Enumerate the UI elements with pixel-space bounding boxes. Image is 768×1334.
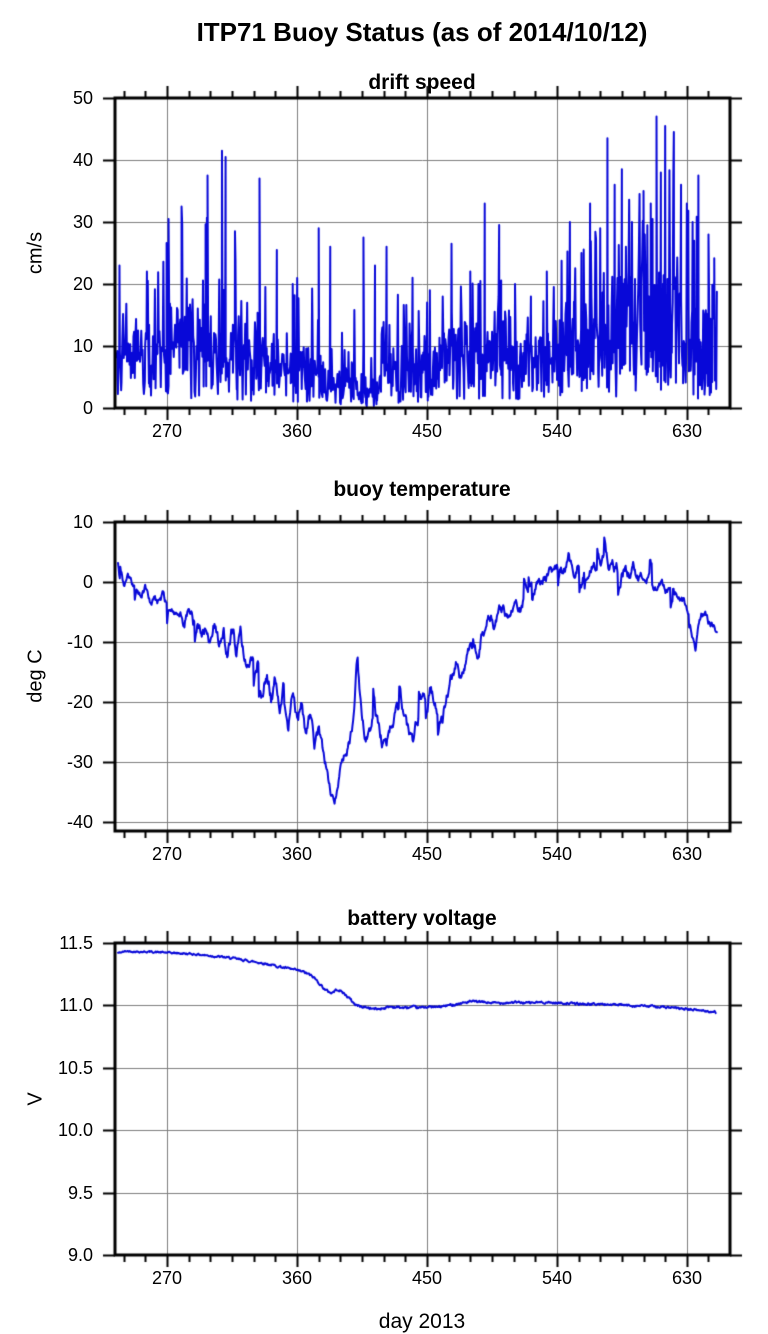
panel-title-battery-voltage: battery voltage <box>347 907 497 930</box>
x-tick-label: 270 <box>151 421 183 441</box>
x-axis-label: day 2013 <box>378 1310 466 1333</box>
x-tick-label: 540 <box>541 844 573 864</box>
x-tick-label: 630 <box>671 1268 703 1288</box>
y-tick-label: -10 <box>66 632 93 652</box>
x-tick-label: 540 <box>541 1268 573 1288</box>
y-tick-label: 50 <box>72 88 93 108</box>
y-tick-label: 10 <box>72 512 93 532</box>
y-tick-label: 9.0 <box>67 1245 93 1265</box>
y-tick-label: 0 <box>82 398 93 418</box>
y-tick-label: 11.5 <box>59 933 93 953</box>
y-tick-label: 11.0 <box>59 995 93 1015</box>
x-tick-label: 360 <box>281 844 313 864</box>
y-tick-label: 40 <box>72 150 93 170</box>
panel-title-buoy-temperature: buoy temperature <box>333 478 511 501</box>
x-tick-label: 540 <box>541 421 573 441</box>
y-tick-label: 10.5 <box>57 1058 93 1078</box>
x-tick-label: 450 <box>411 1268 443 1288</box>
x-tick-label: 450 <box>411 421 443 441</box>
y-tick-label: 0 <box>82 572 93 592</box>
y-tick-label: -30 <box>66 752 93 772</box>
panel-title-drift-speed: drift speed <box>368 71 476 94</box>
x-tick-label: 630 <box>671 844 703 864</box>
y-axis-label-drift-speed: cm/s <box>24 231 47 275</box>
x-tick-label: 270 <box>151 844 183 864</box>
y-tick-label: -20 <box>66 692 93 712</box>
x-tick-label: 450 <box>411 844 443 864</box>
y-tick-label: 10 <box>72 336 93 356</box>
main-title: ITP71 Buoy Status (as of 2014/10/12) <box>196 17 648 47</box>
y-tick-label: 20 <box>72 274 93 294</box>
x-tick-label: 360 <box>281 1268 313 1288</box>
y-axis-label-battery-voltage: V <box>24 1092 47 1106</box>
y-tick-label: 9.5 <box>67 1183 93 1203</box>
y-tick-label: 10.0 <box>57 1120 93 1140</box>
x-tick-label: 360 <box>281 421 313 441</box>
x-tick-label: 270 <box>151 1268 183 1288</box>
x-tick-label: 630 <box>671 421 703 441</box>
y-tick-label: -40 <box>66 812 93 832</box>
y-tick-label: 30 <box>72 212 93 232</box>
